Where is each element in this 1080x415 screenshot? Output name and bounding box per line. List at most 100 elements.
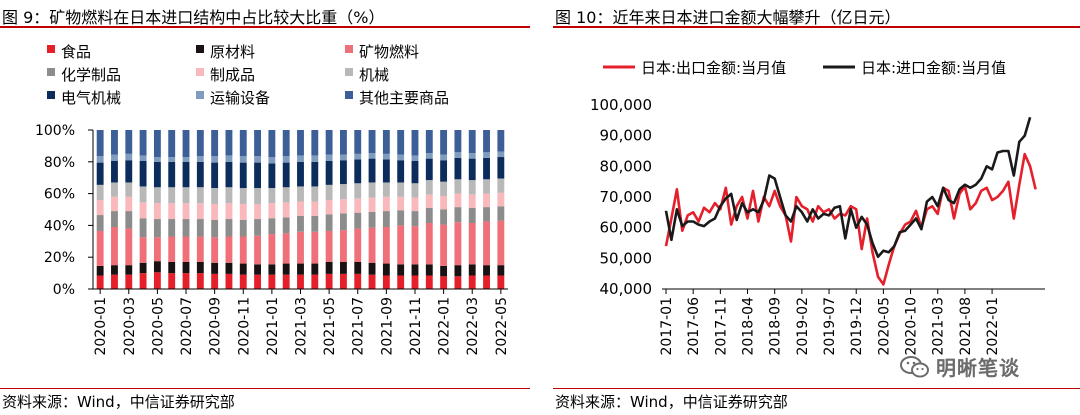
bar-segment [168,261,176,274]
bar-segment [153,187,161,204]
bar-segment [297,161,304,187]
bar-segment [354,261,362,274]
bar-segment [425,180,433,195]
bar-segment [382,182,390,197]
bar-segment [268,130,276,158]
bar-segment [125,265,133,275]
bar-segment [397,210,405,226]
bar-segment [125,211,133,229]
bar-segment [483,221,490,266]
bar-segment [354,198,362,213]
bar-segment [111,274,118,289]
bar-segment [139,237,147,263]
legend-label: 其他主要商品 [359,89,449,107]
bar-segment [239,219,247,237]
right-source-note: 资料来源：Wind，中信证券研究部 [555,393,788,411]
bar-segment [111,161,118,183]
legend-label: 运输设备 [210,89,270,107]
bar-segment [411,264,419,276]
bar-segment [297,130,304,156]
x-tick-label: 2020-07 [179,297,195,356]
bar-segment [297,201,304,216]
bar-segment [282,162,290,188]
bar-segment [339,199,347,214]
legend-label: 原材料 [210,43,255,61]
bar-segment [211,130,219,157]
bar-segment [368,227,376,263]
import-series-line [664,116,1032,259]
y-tick-label: 40% [44,218,75,234]
bar-segment [111,196,118,212]
bar-segment [225,155,233,162]
bar-segment [96,275,104,289]
watermark-text: 明晰笔谈 [936,356,1020,380]
bar-segment [368,130,376,154]
y-tick-label: 60,000 [600,219,653,237]
bar-segment [483,157,490,180]
bar-segment [425,158,433,181]
bar-segment [483,207,490,222]
bar-segment [211,262,219,274]
bar-segment [497,178,505,193]
bar-segment [440,160,448,182]
bar-segment [382,196,390,212]
bar-segment [468,194,476,208]
bar-segment [196,236,204,262]
bar-segment [297,263,304,275]
bar-segment [96,265,104,276]
bar-segment [225,219,233,237]
bar-segment [254,235,262,265]
bar-segment [440,195,448,210]
bar-segment [497,192,505,207]
bar-segment [411,161,419,184]
bar-segment [268,274,276,289]
bar-segment [168,219,176,237]
bar-segment [497,151,505,158]
bar-segment [483,152,490,158]
bar-segment [182,219,190,237]
bar-segment [468,153,476,159]
bar-segment [111,182,118,197]
bar-segment [454,179,462,194]
bar-segment [425,153,433,159]
legend-label: 日本:进口金额:当月值 [861,59,1006,77]
bar-segment [311,263,319,275]
bar-segment [468,275,476,289]
legend-label: 食品 [61,43,91,61]
x-tick-label: 2019-07 [822,297,838,356]
bar-segment [168,236,176,262]
watermark: 明晰笔谈 [900,352,1020,381]
bar-segment [196,130,204,157]
bar-segment [268,264,276,275]
bar-segment [182,261,190,274]
bar-segment [354,273,362,289]
bar-segment [454,222,462,266]
bar-segment [368,182,376,198]
legend-swatch [196,68,204,76]
legend-swatch [345,45,353,53]
bar-segment [339,273,347,289]
x-tick-label: 2020-05 [150,297,166,356]
x-tick-label: 2021-11 [408,297,424,356]
left-figure-panel: 图 9：矿物燃料在日本进口结构中占比较大比重（%） 食品 原材料 矿物燃料 化学制品 制… [0,0,530,415]
bar-segment [182,161,190,188]
bar-segment [411,130,419,156]
x-tick-label: 2020-01 [93,297,109,356]
bar-segment [196,156,204,162]
x-tick-label: 2021-01 [265,297,281,356]
bar-segment [339,154,347,161]
bar-segment [425,264,433,276]
bar-segment [282,233,290,264]
bar-segment [397,160,405,183]
x-tick-label: 2022-05 [494,297,510,356]
bar-segment [182,273,190,289]
bar-segment [311,155,319,162]
bar-segment [497,206,505,221]
bar-segment [497,265,505,276]
legend-swatch [196,91,204,99]
bar-segment [454,130,462,153]
bar-segment [311,130,319,156]
bar-segment [325,261,333,274]
bar-segment [196,261,204,274]
x-tick-label: 2021-08 [958,297,974,356]
